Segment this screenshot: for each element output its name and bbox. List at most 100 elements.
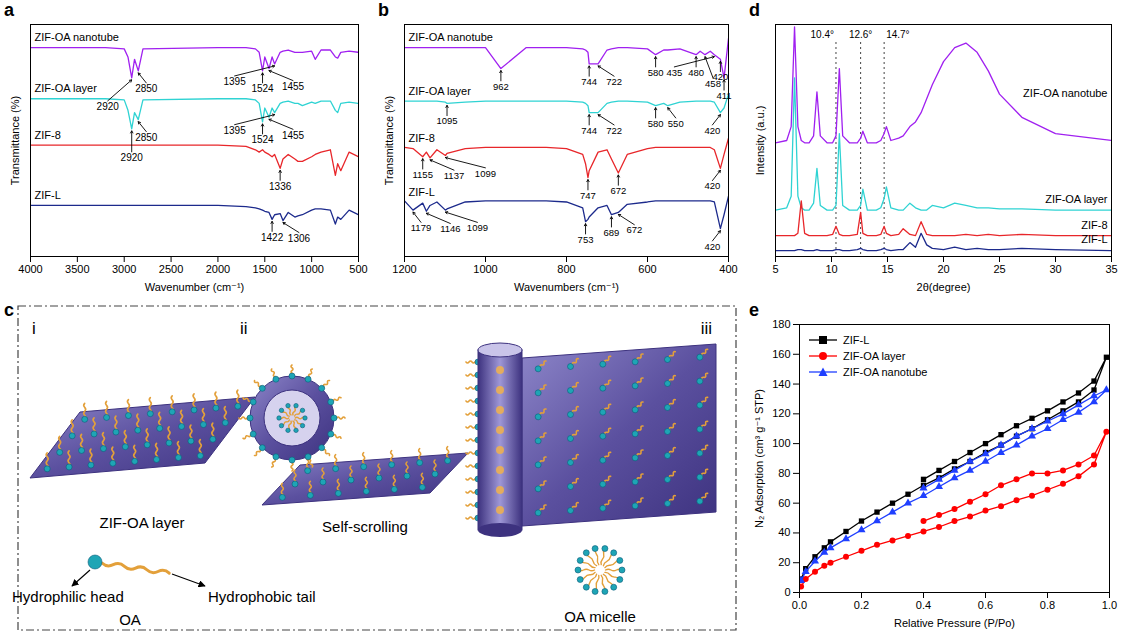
svg-text:1146: 1146 bbox=[440, 223, 460, 234]
svg-text:1000: 1000 bbox=[299, 263, 323, 275]
svg-text:10: 10 bbox=[825, 263, 837, 275]
svg-text:Wavenumbers (cm⁻¹): Wavenumbers (cm⁻¹) bbox=[514, 281, 619, 293]
svg-text:80: 80 bbox=[778, 467, 790, 479]
svg-text:140: 140 bbox=[772, 378, 790, 390]
svg-text:Intensity (a.u.): Intensity (a.u.) bbox=[754, 106, 766, 176]
svg-text:0.0: 0.0 bbox=[792, 599, 807, 611]
svg-text:1455: 1455 bbox=[282, 130, 305, 141]
svg-text:iii: iii bbox=[701, 319, 712, 338]
svg-text:2920: 2920 bbox=[97, 101, 120, 112]
svg-text:Hydrophobic tail: Hydrophobic tail bbox=[208, 588, 316, 605]
svg-text:420: 420 bbox=[712, 71, 728, 82]
svg-text:722: 722 bbox=[606, 125, 622, 136]
svg-text:672: 672 bbox=[626, 224, 642, 235]
svg-text:400: 400 bbox=[719, 263, 737, 275]
svg-text:0.4: 0.4 bbox=[916, 599, 931, 611]
svg-text:1455: 1455 bbox=[282, 81, 305, 92]
svg-text:800: 800 bbox=[557, 263, 575, 275]
svg-text:Hydrophilic head: Hydrophilic head bbox=[12, 588, 124, 605]
svg-text:480: 480 bbox=[688, 67, 704, 78]
svg-text:744: 744 bbox=[581, 125, 597, 136]
svg-text:580: 580 bbox=[648, 67, 664, 78]
svg-text:1.0: 1.0 bbox=[1102, 599, 1117, 611]
svg-text:ZIF-L: ZIF-L bbox=[409, 186, 435, 198]
svg-text:1524: 1524 bbox=[251, 134, 274, 145]
svg-text:420: 420 bbox=[704, 125, 720, 136]
svg-text:35: 35 bbox=[1105, 263, 1117, 275]
svg-text:15: 15 bbox=[881, 263, 893, 275]
svg-text:1200: 1200 bbox=[392, 263, 416, 275]
svg-text:Self-scrolling: Self-scrolling bbox=[322, 518, 408, 535]
svg-text:500: 500 bbox=[349, 263, 367, 275]
svg-text:160: 160 bbox=[772, 348, 790, 360]
svg-text:OA: OA bbox=[119, 611, 141, 628]
svg-text:30: 30 bbox=[1049, 263, 1061, 275]
svg-text:ZIF-8: ZIF-8 bbox=[1081, 219, 1107, 231]
svg-text:2850: 2850 bbox=[135, 132, 158, 143]
svg-text:722: 722 bbox=[606, 76, 622, 87]
svg-text:ZIF-OA layer: ZIF-OA layer bbox=[99, 514, 184, 531]
svg-text:435: 435 bbox=[666, 67, 682, 78]
svg-text:2000: 2000 bbox=[206, 263, 230, 275]
svg-text:689: 689 bbox=[604, 227, 620, 238]
svg-text:10.4°: 10.4° bbox=[811, 29, 834, 40]
svg-text:3000: 3000 bbox=[112, 263, 136, 275]
svg-text:ZIF-OA nanotube: ZIF-OA nanotube bbox=[35, 31, 119, 43]
svg-text:Wavenumber (cm⁻¹): Wavenumber (cm⁻¹) bbox=[145, 281, 245, 293]
svg-text:2500: 2500 bbox=[159, 263, 183, 275]
svg-text:1099: 1099 bbox=[467, 222, 488, 233]
svg-text:60: 60 bbox=[778, 497, 790, 509]
svg-text:1137: 1137 bbox=[444, 170, 464, 181]
svg-text:2θ(degree): 2θ(degree) bbox=[917, 281, 971, 293]
svg-text:1336: 1336 bbox=[269, 181, 292, 192]
svg-text:411: 411 bbox=[716, 90, 731, 101]
svg-text:600: 600 bbox=[638, 263, 656, 275]
svg-text:420: 420 bbox=[704, 241, 720, 252]
svg-text:ZIF-L: ZIF-L bbox=[35, 189, 61, 201]
svg-text:ZIF-OA layer: ZIF-OA layer bbox=[409, 85, 472, 97]
svg-text:4000: 4000 bbox=[18, 263, 42, 275]
svg-text:1500: 1500 bbox=[253, 263, 277, 275]
svg-text:744: 744 bbox=[581, 76, 597, 87]
svg-text:580: 580 bbox=[648, 118, 664, 129]
svg-text:1395: 1395 bbox=[224, 76, 247, 87]
svg-text:40: 40 bbox=[778, 526, 790, 538]
svg-text:ZIF-OA layer: ZIF-OA layer bbox=[35, 82, 98, 94]
svg-text:20: 20 bbox=[937, 263, 949, 275]
svg-text:1306: 1306 bbox=[288, 233, 311, 244]
svg-text:753: 753 bbox=[578, 234, 594, 245]
svg-text:1155: 1155 bbox=[413, 169, 433, 180]
svg-text:N₂ Adsorption (cm³ g⁻¹ STP): N₂ Adsorption (cm³ g⁻¹ STP) bbox=[753, 389, 765, 528]
svg-text:3500: 3500 bbox=[65, 263, 89, 275]
svg-text:12.6°: 12.6° bbox=[849, 29, 872, 40]
svg-text:747: 747 bbox=[580, 190, 596, 201]
svg-text:672: 672 bbox=[610, 185, 626, 196]
svg-text:550: 550 bbox=[668, 118, 684, 129]
svg-text:1524: 1524 bbox=[251, 83, 274, 94]
svg-text:i: i bbox=[32, 319, 36, 338]
svg-text:ii: ii bbox=[240, 319, 248, 338]
svg-text:120: 120 bbox=[772, 407, 790, 419]
svg-text:1395: 1395 bbox=[224, 125, 247, 136]
svg-text:ZIF-8: ZIF-8 bbox=[35, 129, 61, 141]
svg-text:1095: 1095 bbox=[436, 115, 457, 126]
svg-text:1000: 1000 bbox=[473, 263, 497, 275]
svg-text:20: 20 bbox=[778, 556, 790, 568]
svg-text:1422: 1422 bbox=[261, 232, 284, 243]
svg-text:100: 100 bbox=[772, 437, 790, 449]
svg-text:ZIF-OA layer: ZIF-OA layer bbox=[1045, 193, 1108, 205]
svg-text:5: 5 bbox=[772, 263, 778, 275]
svg-text:2920: 2920 bbox=[121, 152, 144, 163]
svg-text:0.6: 0.6 bbox=[978, 599, 993, 611]
svg-text:0.8: 0.8 bbox=[1040, 599, 1055, 611]
svg-text:ZIF-OA nanotube: ZIF-OA nanotube bbox=[1023, 87, 1107, 99]
svg-text:0: 0 bbox=[784, 586, 790, 598]
svg-text:ZIF-L: ZIF-L bbox=[1081, 233, 1107, 245]
svg-text:0.2: 0.2 bbox=[854, 599, 869, 611]
svg-text:25: 25 bbox=[993, 263, 1005, 275]
svg-text:180: 180 bbox=[772, 318, 790, 330]
svg-text:ZIF-OA nanotube: ZIF-OA nanotube bbox=[409, 31, 493, 43]
svg-text:14.7°: 14.7° bbox=[886, 29, 909, 40]
svg-text:Transmittance (%): Transmittance (%) bbox=[383, 96, 395, 185]
svg-text:1099: 1099 bbox=[475, 168, 496, 179]
